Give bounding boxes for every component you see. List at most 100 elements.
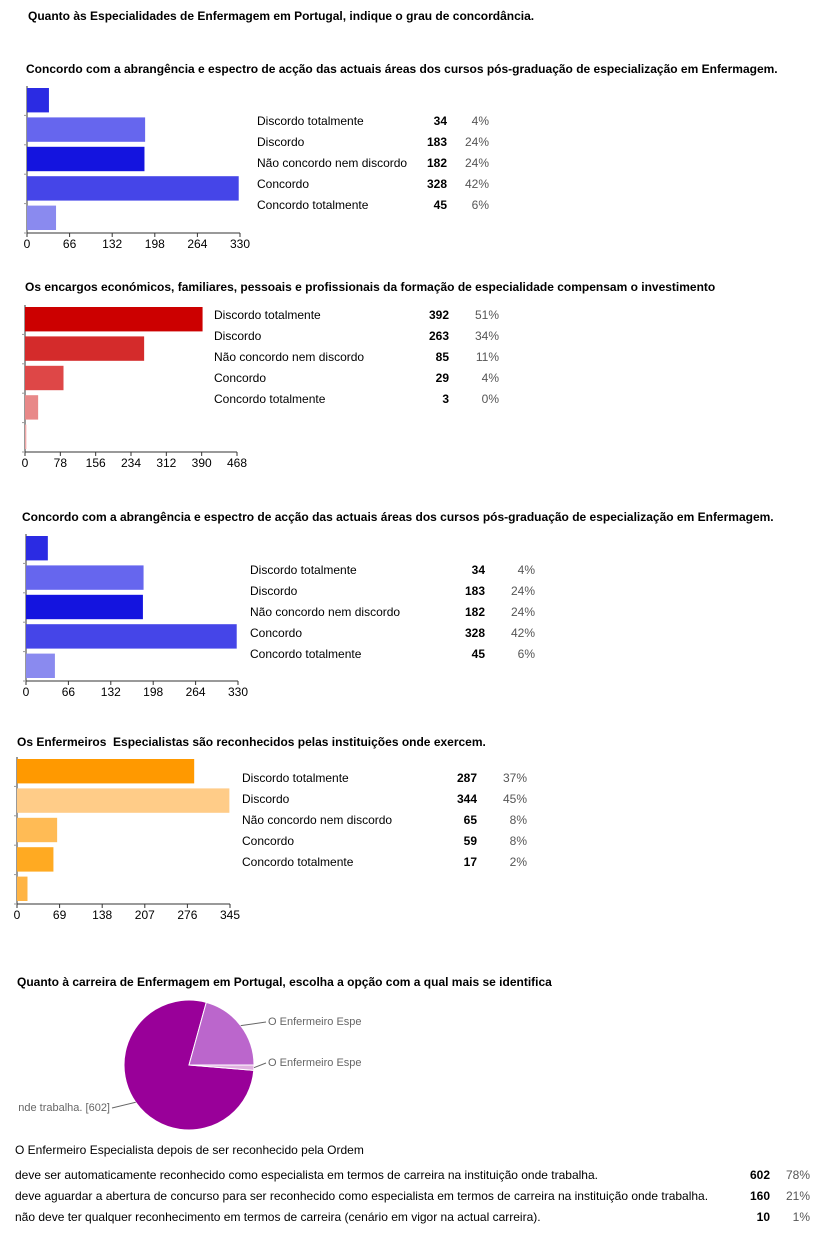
legend-count: 392 [429, 308, 449, 322]
legend-percent: 6% [518, 647, 536, 661]
legend-percent: 11% [476, 350, 499, 364]
legend-percent: 45% [503, 792, 527, 806]
legend-count: 183 [465, 584, 485, 598]
legend-label: Concordo [214, 371, 266, 385]
legend-label: Discordo totalmente [214, 308, 321, 322]
legend-label: Concordo [250, 626, 302, 640]
x-tick-label: 276 [177, 908, 197, 922]
x-tick-label: 330 [230, 237, 250, 251]
legend-percent: 4% [518, 563, 536, 577]
slice-label: O Enfermeiro Espe [268, 1016, 362, 1028]
legend-label: Concordo [242, 834, 294, 848]
legend-percent: 42% [465, 177, 489, 191]
legend-percent: 4% [482, 371, 500, 385]
legend-label: Discordo totalmente [242, 771, 349, 785]
chart-title: Os encargos económicos, familiares, pess… [25, 280, 715, 294]
legend-label: Não concordo nem discordo [242, 813, 392, 827]
legend-percent: 24% [511, 605, 535, 619]
x-tick-label: 156 [86, 456, 106, 470]
legend-count: 263 [429, 329, 449, 343]
x-tick-label: 198 [143, 685, 163, 699]
bar [26, 653, 55, 678]
bar [27, 176, 239, 201]
legend-label: Discordo totalmente [257, 114, 364, 128]
row-label: deve ser automaticamente reconhecido com… [15, 1168, 598, 1182]
x-tick-label: 198 [145, 237, 165, 251]
x-tick-label: 264 [187, 237, 207, 251]
x-tick-label: 345 [220, 908, 240, 922]
legend-count: 328 [465, 626, 485, 640]
x-tick-label: 69 [53, 908, 67, 922]
legend-percent: 8% [510, 834, 528, 848]
legend-count: 85 [436, 350, 450, 364]
bar [17, 847, 54, 872]
bar [27, 146, 145, 172]
x-tick-label: 207 [135, 908, 155, 922]
row-label: não deve ter qualquer reconhecimento em … [15, 1210, 541, 1224]
legend-label: Concordo totalmente [257, 198, 369, 212]
bar [26, 565, 144, 590]
chart-title: Os Enfermeiros Especialistas são reconhe… [17, 735, 486, 749]
legend-percent: 2% [510, 855, 528, 869]
legend-label: Não concordo nem discordo [250, 605, 400, 619]
row-percent: 78% [786, 1168, 810, 1182]
bar [25, 336, 145, 361]
legend-percent: 6% [472, 198, 490, 212]
legend-count: 328 [427, 177, 447, 191]
legend-count: 183 [427, 135, 447, 149]
bar [26, 594, 143, 620]
legend-percent: 24% [465, 135, 489, 149]
table-title: O Enfermeiro Especialista depois de ser … [15, 1143, 364, 1157]
x-tick-label: 330 [228, 685, 248, 699]
bar [17, 817, 58, 843]
row-label: deve aguardar a abertura de concurso par… [15, 1189, 708, 1203]
legend-percent: 0% [482, 392, 500, 406]
legend-label: Concordo [257, 177, 309, 191]
chart-title: Concordo com a abrangência e espectro de… [26, 62, 778, 76]
x-tick-label: 0 [24, 237, 31, 251]
bar [17, 876, 28, 901]
bar [26, 624, 237, 649]
bar [17, 759, 195, 784]
legend-count: 3 [442, 392, 449, 406]
legend-count: 17 [464, 855, 478, 869]
legend-label: Discordo totalmente [250, 563, 357, 577]
pie-slice [188, 1001, 255, 1066]
x-tick-label: 78 [54, 456, 68, 470]
pie-slice [188, 1064, 255, 1071]
legend-label: Concordo totalmente [250, 647, 362, 661]
legend-label: Concordo totalmente [214, 392, 326, 406]
legend-count: 182 [465, 605, 485, 619]
legend-label: Discordo [214, 329, 262, 343]
legend-count: 59 [464, 834, 478, 848]
x-tick-label: 0 [23, 685, 30, 699]
slice-label: nde trabalha. [602] [18, 1102, 110, 1114]
legend-label: Não concordo nem discordo [214, 350, 364, 364]
slice-label: O Enfermeiro Espe [268, 1057, 362, 1069]
x-tick-label: 312 [156, 456, 176, 470]
x-tick-label: 0 [14, 908, 21, 922]
legend-percent: 34% [475, 329, 499, 343]
x-tick-label: 234 [121, 456, 141, 470]
bar [17, 788, 230, 813]
legend-label: Discordo [257, 135, 305, 149]
bar [25, 395, 39, 420]
bar [27, 205, 57, 230]
legend-label: Discordo [242, 792, 290, 806]
legend-percent: 51% [475, 308, 499, 322]
legend-count: 45 [472, 647, 486, 661]
bar [25, 365, 64, 391]
bar [27, 88, 49, 113]
x-tick-label: 138 [92, 908, 112, 922]
legend-label: Discordo [250, 584, 298, 598]
x-tick-label: 0 [22, 456, 29, 470]
row-count: 10 [757, 1210, 771, 1224]
x-tick-label: 66 [62, 685, 76, 699]
legend-percent: 4% [472, 114, 490, 128]
legend-count: 34 [472, 563, 486, 577]
legend-label: Concordo totalmente [242, 855, 354, 869]
row-count: 160 [750, 1189, 770, 1203]
row-percent: 21% [786, 1189, 810, 1203]
